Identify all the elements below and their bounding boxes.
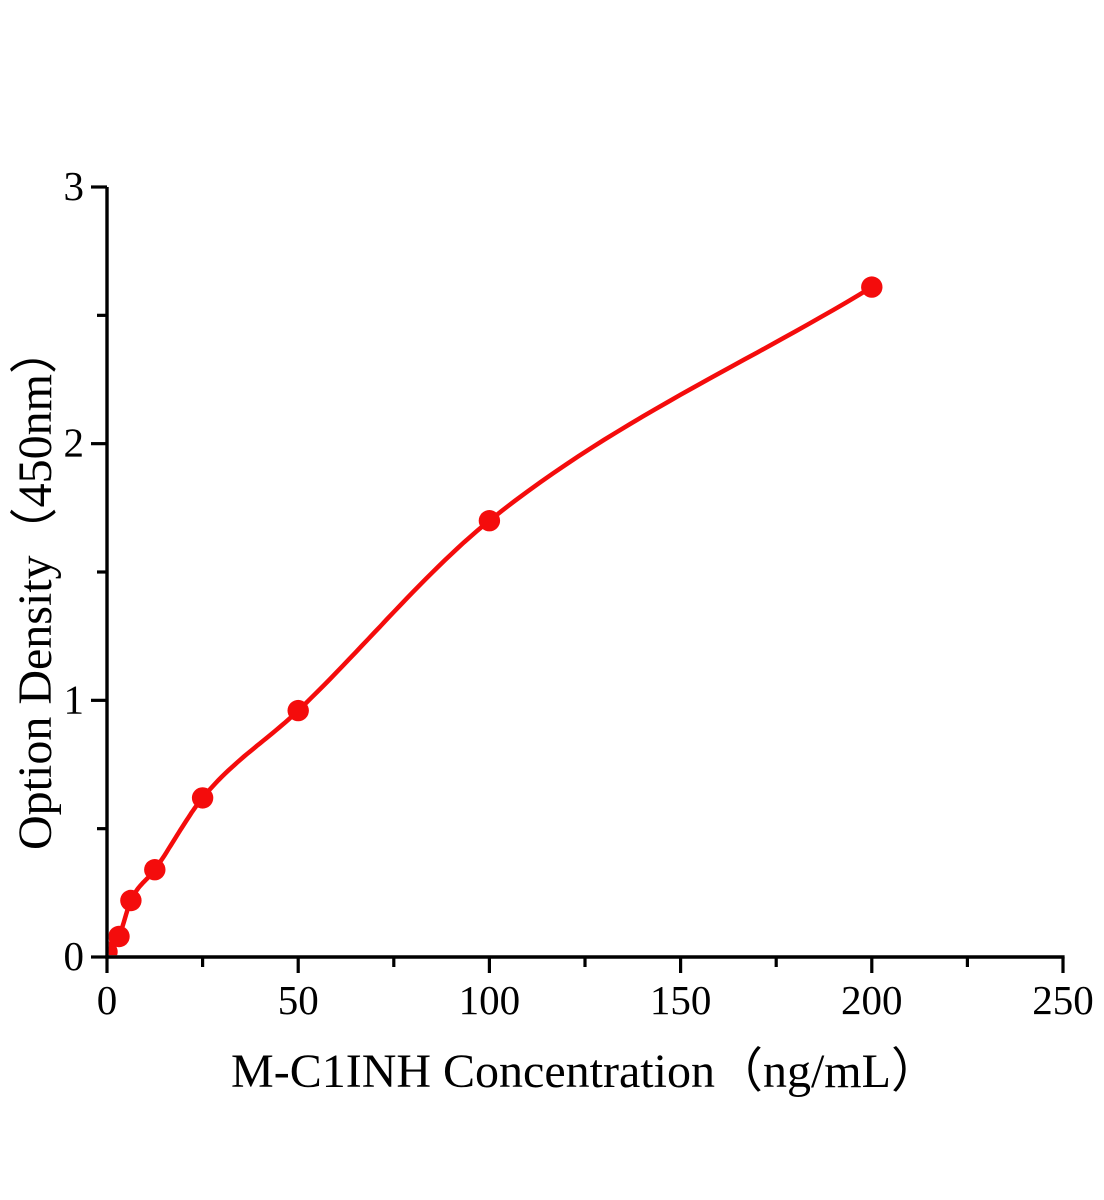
x-tick-label: 100 <box>459 977 521 1023</box>
fit-curve <box>108 284 875 954</box>
data-point <box>144 859 166 881</box>
data-point <box>191 787 214 809</box>
x-tick-label: 50 <box>278 977 319 1023</box>
y-tick-label: 1 <box>64 676 85 722</box>
data-point <box>108 925 130 948</box>
series-group <box>108 276 883 956</box>
x-axis-title: M-C1INH Concentration（ng/mL） <box>231 1045 939 1098</box>
y-tick-label: 2 <box>64 420 85 466</box>
data-point <box>287 699 309 722</box>
x-tick-label: 250 <box>1032 977 1094 1023</box>
data-point <box>861 276 883 298</box>
x-tick-label: 200 <box>841 977 903 1023</box>
y-axis-title: Option Density（450nm） <box>9 326 62 850</box>
data-point <box>478 510 501 532</box>
data-point <box>120 889 142 912</box>
y-tick-label: 3 <box>64 163 85 209</box>
x-tick-label: 150 <box>650 977 712 1023</box>
axes-group <box>91 185 1065 973</box>
data-point <box>108 941 118 956</box>
y-tick-label: 0 <box>64 933 85 979</box>
x-tick-label: 0 <box>97 977 118 1023</box>
